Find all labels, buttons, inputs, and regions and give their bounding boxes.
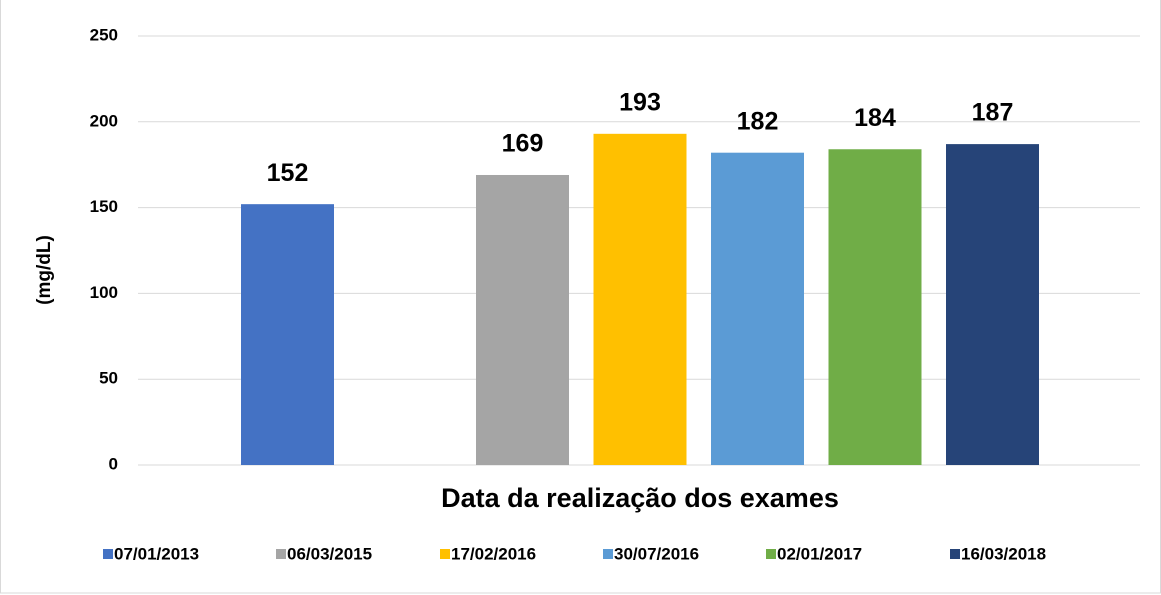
legend-label: 06/03/2015 — [287, 544, 372, 563]
legend-label: 17/02/2016 — [451, 544, 536, 563]
legend-label: 02/01/2017 — [777, 544, 862, 563]
y-tick-label: 150 — [90, 197, 118, 216]
value-label: 187 — [972, 99, 1014, 127]
legend-swatch — [950, 549, 960, 559]
bar — [711, 152, 804, 466]
legend-label: 07/01/2013 — [114, 544, 199, 563]
legend-label: 16/03/2018 — [961, 544, 1046, 563]
legend-label: 30/07/2016 — [614, 544, 699, 563]
y-tick-label: 0 — [109, 454, 118, 473]
value-label: 184 — [854, 104, 896, 132]
y-axis-title: (mg/dL) — [34, 235, 55, 305]
bar — [593, 133, 687, 465]
value-label: 152 — [267, 159, 309, 187]
legend-swatch — [603, 549, 613, 559]
y-tick-label: 50 — [99, 369, 118, 388]
y-tick-label: 250 — [90, 25, 118, 44]
legend-swatch — [440, 549, 450, 559]
bar — [946, 144, 1039, 465]
bar — [828, 149, 922, 466]
bar — [476, 174, 569, 465]
legend-swatch — [103, 549, 113, 559]
value-label: 182 — [737, 107, 779, 135]
bar — [241, 204, 334, 465]
value-label: 169 — [502, 130, 544, 158]
y-tick-label: 100 — [90, 283, 118, 302]
legend-swatch — [276, 549, 286, 559]
value-label: 193 — [619, 88, 661, 116]
legend-swatch — [766, 549, 776, 559]
y-tick-label: 200 — [90, 111, 118, 130]
x-axis-title: Data da realização dos exames — [441, 483, 839, 513]
